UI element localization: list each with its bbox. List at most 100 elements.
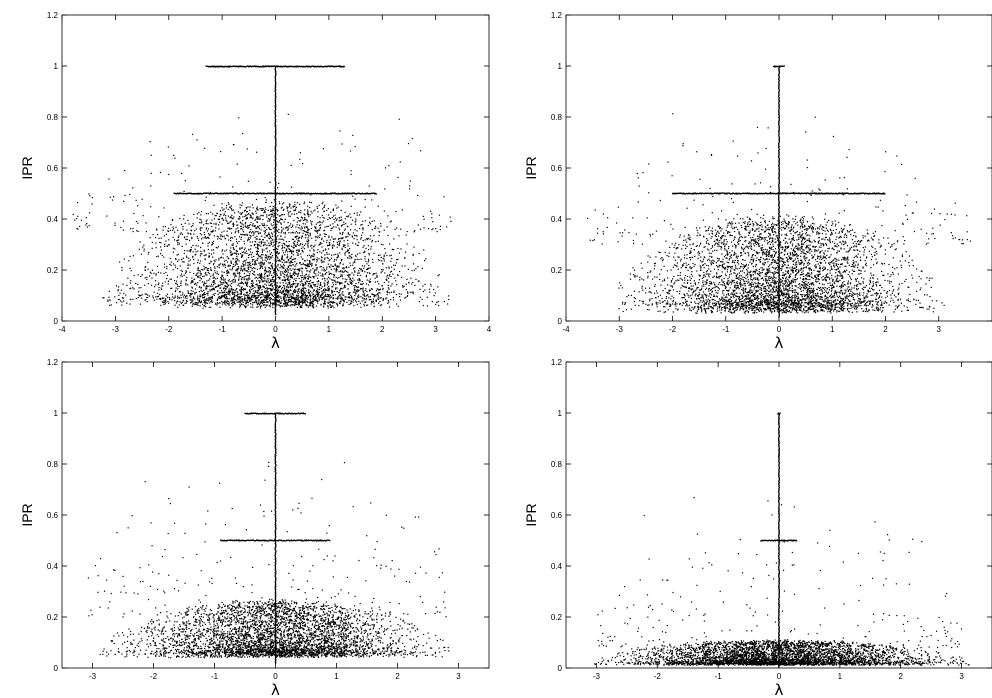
scatter-point — [269, 281, 271, 283]
scatter-point — [179, 265, 181, 267]
scatter-point — [361, 270, 363, 273]
scatter-point — [307, 295, 309, 297]
scatter-point — [301, 294, 304, 296]
ipr-half-point — [279, 192, 281, 194]
scatter-point — [237, 279, 240, 281]
scatter-point — [216, 271, 218, 273]
scatter-point-sparse — [417, 224, 419, 226]
scatter-point — [290, 232, 292, 234]
scatter-point — [261, 235, 263, 237]
scatter-point — [376, 276, 378, 278]
scatter-point — [334, 288, 337, 290]
scatter-point — [236, 295, 239, 297]
scatter-point — [321, 292, 324, 294]
scatter-point — [228, 288, 230, 290]
scatter-point — [193, 262, 195, 265]
scatter-point — [345, 266, 348, 268]
scatter-point — [286, 279, 288, 281]
scatter-point — [299, 284, 301, 286]
scatter-point — [294, 236, 297, 238]
scatter-point — [227, 269, 229, 271]
scatter-point — [256, 230, 258, 233]
scatter-point — [352, 277, 354, 279]
scatter-point — [201, 303, 204, 305]
scatter-point — [294, 302, 296, 304]
scatter-point — [212, 287, 214, 289]
scatter-point — [300, 297, 303, 299]
scatter-point — [294, 298, 296, 300]
scatter-point — [265, 269, 267, 272]
scatter-point — [383, 254, 385, 256]
scatter-point — [310, 276, 312, 278]
scatter-point — [248, 224, 250, 227]
scatter-point — [202, 269, 204, 271]
scatter-point — [219, 287, 221, 289]
scatter-point — [324, 273, 327, 275]
scatter-point — [309, 299, 311, 301]
scatter-point — [283, 239, 285, 241]
scatter-point — [235, 263, 237, 265]
scatter-point — [280, 235, 282, 237]
scatter-point — [267, 233, 270, 235]
scatter-point — [286, 294, 289, 297]
scatter-point — [198, 291, 200, 293]
scatter-point — [221, 236, 224, 238]
scatter-point — [395, 280, 397, 282]
scatter-point — [252, 296, 254, 299]
ipr-one-point — [248, 66, 250, 68]
scatter-point — [236, 270, 238, 272]
scatter-point — [309, 262, 311, 264]
scatter-point — [292, 238, 294, 241]
scatter-point — [292, 263, 294, 266]
scatter-point — [302, 297, 304, 299]
ipr-half-point — [361, 192, 364, 194]
scatter-point — [311, 247, 313, 249]
scatter-point — [369, 298, 371, 301]
scatter-point — [394, 277, 396, 279]
scatter-point — [288, 269, 290, 271]
scatter-point — [338, 240, 340, 242]
scatter-point — [192, 251, 194, 253]
scatter-point — [426, 305, 429, 307]
scatter-point — [365, 247, 367, 250]
scatter-point-sparse — [430, 210, 432, 213]
scatter-point — [240, 222, 242, 224]
scatter-point-sparse — [240, 225, 242, 227]
scatter-point — [280, 302, 282, 304]
scatter-point — [204, 303, 206, 305]
scatter-point — [244, 251, 246, 254]
scatter-point — [329, 304, 331, 306]
scatter-point — [117, 290, 119, 292]
scatter-point — [214, 270, 216, 272]
scatter-point — [295, 302, 297, 304]
scatter-point — [250, 221, 252, 224]
scatter-point — [301, 272, 303, 274]
scatter-point — [246, 292, 248, 294]
scatter-point — [299, 244, 301, 246]
scatter-point — [172, 247, 174, 249]
scatter-point — [278, 252, 281, 254]
scatter-point-sparse — [398, 118, 400, 120]
scatter-point — [148, 251, 150, 253]
scatter-point — [281, 305, 283, 307]
scatter-point — [261, 241, 263, 243]
scatter-point — [278, 202, 281, 205]
scatter-point — [194, 292, 196, 294]
scatter-point-sparse — [316, 207, 318, 209]
scatter-point — [321, 203, 323, 205]
scatter-point — [348, 266, 350, 269]
scatter-point — [349, 274, 351, 276]
scatter-point — [301, 270, 303, 272]
scatter-point — [199, 262, 201, 264]
scatter-point — [216, 304, 218, 306]
scatter-point — [228, 265, 230, 267]
scatter-point — [176, 254, 178, 256]
scatter-point — [249, 214, 251, 216]
scatter-point — [280, 288, 283, 290]
scatter-point — [236, 224, 238, 226]
scatter-point — [194, 288, 197, 290]
scatter-point — [288, 300, 291, 303]
scatter-point — [276, 290, 278, 292]
scatter-point — [251, 280, 253, 283]
scatter-point — [234, 235, 236, 238]
